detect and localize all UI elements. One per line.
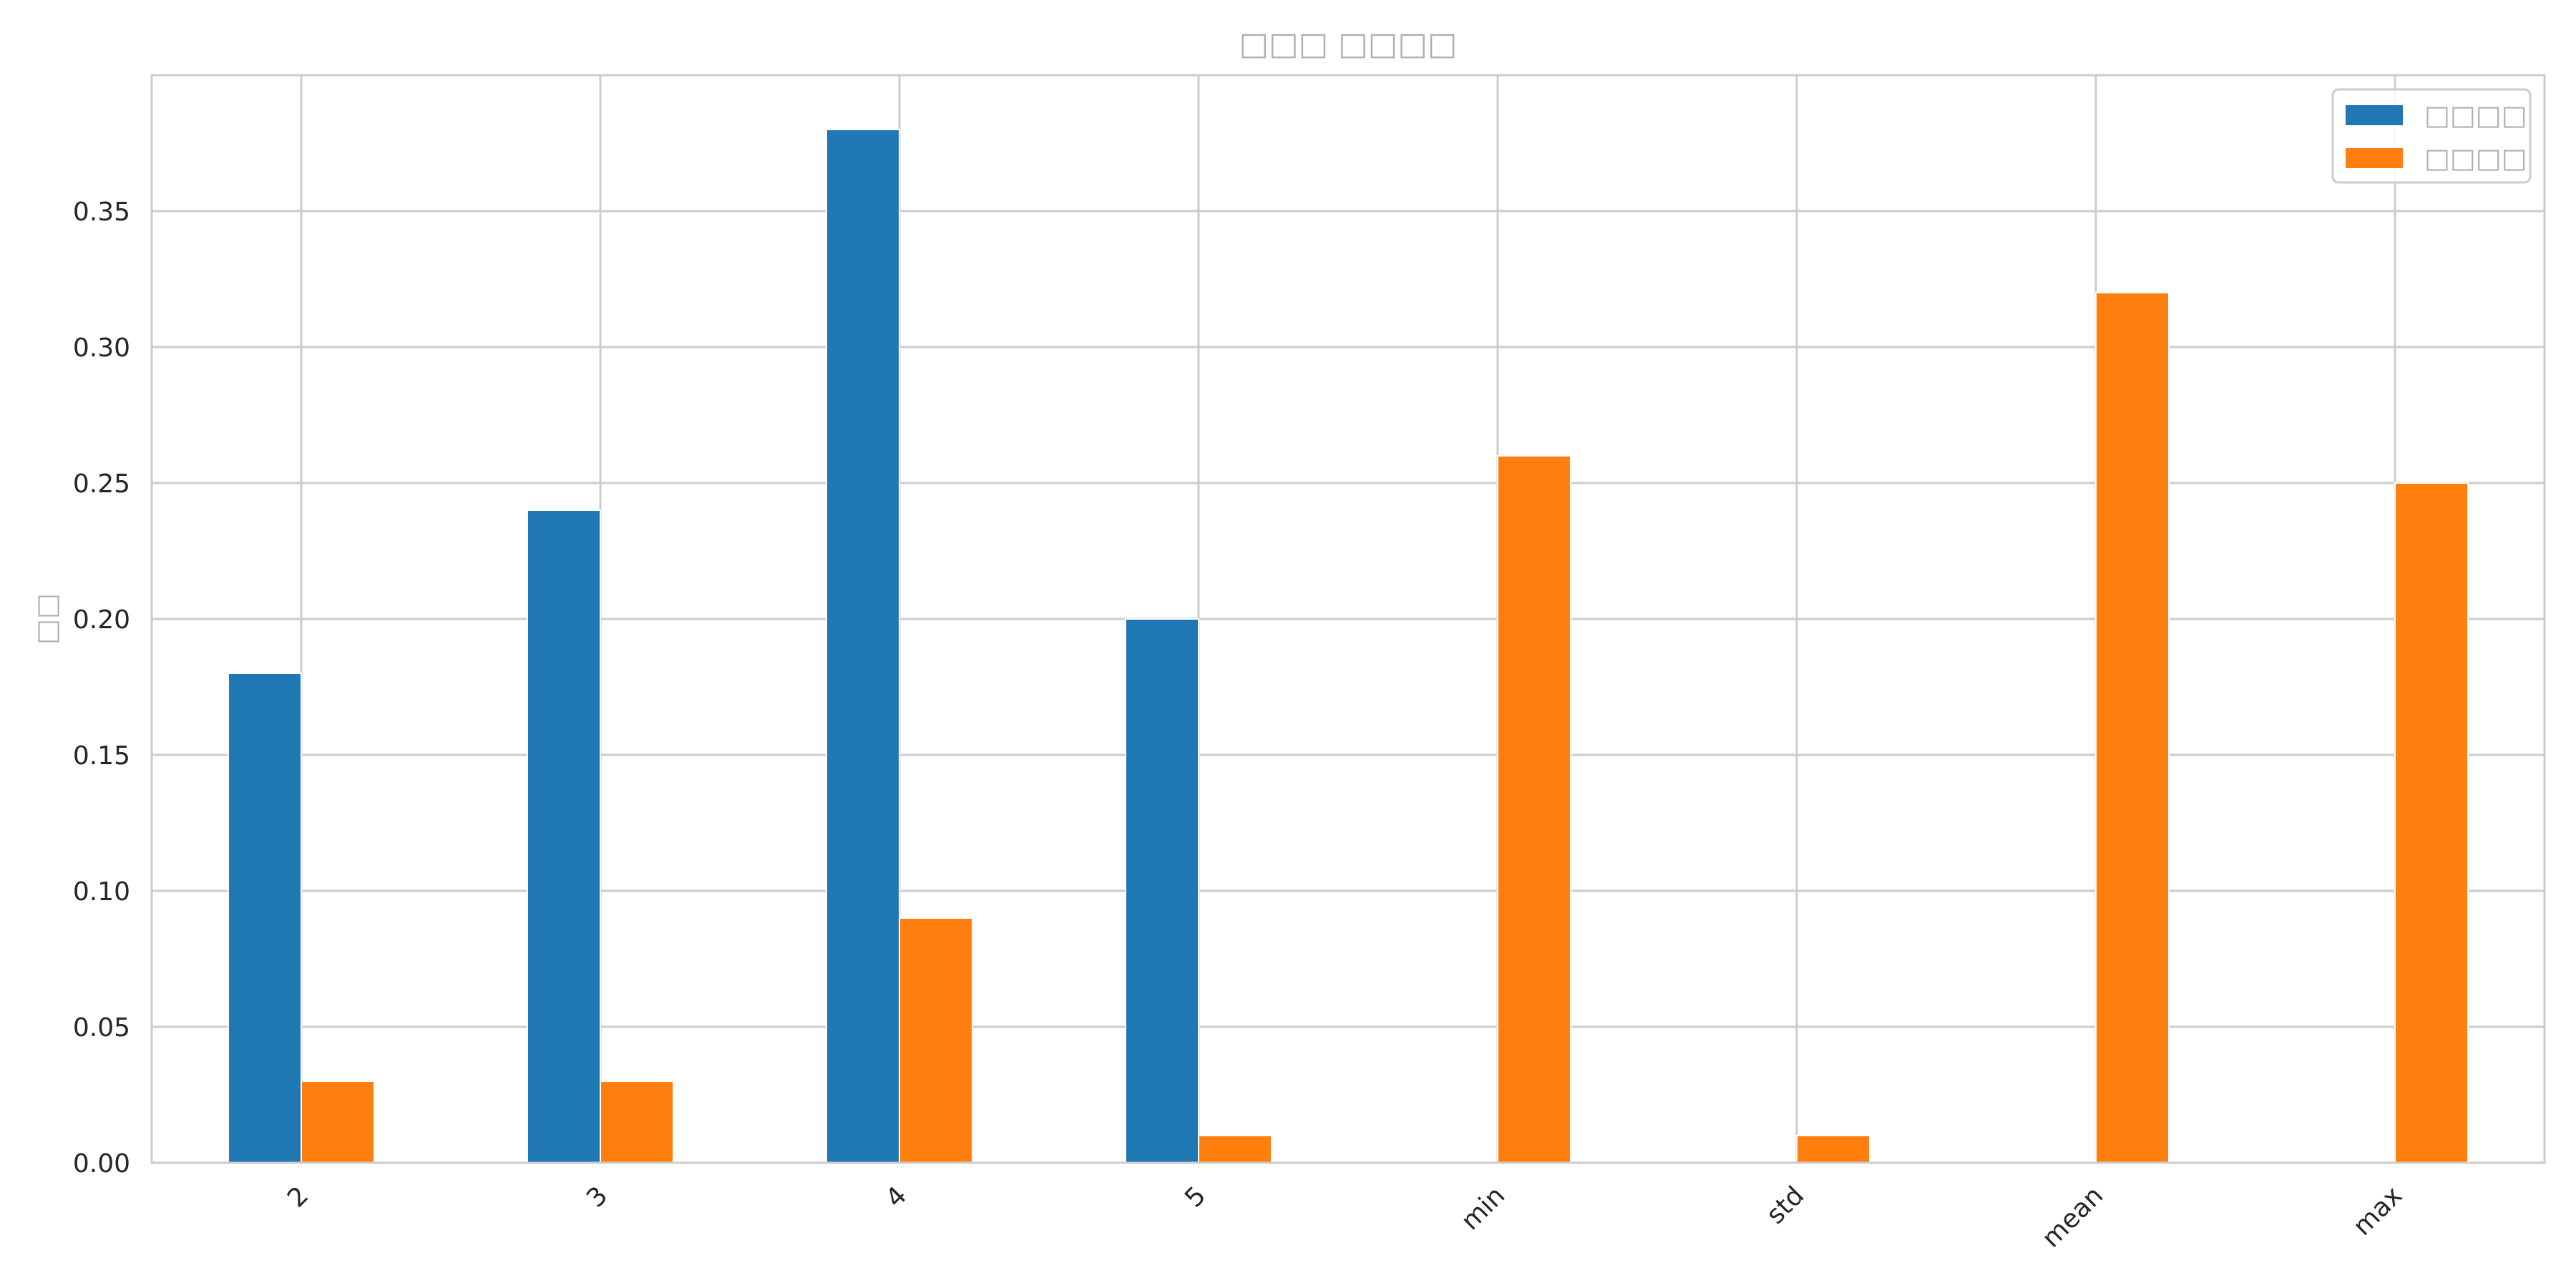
legend-swatch — [2346, 105, 2403, 125]
bar-series1-4 — [826, 129, 900, 1163]
x-axis-ticks: 2 3 4 5 min std mean max — [282, 1181, 2408, 1253]
x-tick-label: 5 — [1179, 1181, 1211, 1213]
bar-series2-2 — [301, 1080, 375, 1163]
chart-title: □□□ □□□□ — [1239, 26, 1458, 62]
legend-swatch — [2346, 148, 2403, 168]
x-tick-label: min — [1455, 1181, 1511, 1236]
plot-frame — [150, 74, 2546, 1164]
bar-series1-3 — [527, 509, 601, 1163]
bar-series2-5 — [1198, 1135, 1272, 1163]
bar-series2-mean — [2095, 292, 2170, 1163]
grid-lines — [152, 75, 2545, 1164]
y-tick-label: 0.05 — [73, 1013, 130, 1043]
bar-series1-2 — [228, 673, 302, 1163]
y-tick-label: 0.20 — [73, 605, 130, 635]
bar-series2-std — [1796, 1135, 1870, 1163]
x-tick-label: mean — [2036, 1181, 2109, 1253]
bar-series1-5 — [1125, 618, 1199, 1163]
bar-series2-3 — [600, 1080, 674, 1163]
bar-series2-min — [1497, 455, 1571, 1163]
x-tick-label: 3 — [581, 1181, 613, 1213]
y-tick-label: 0.10 — [73, 877, 130, 907]
bar-series2-4 — [899, 917, 973, 1163]
x-tick-label: max — [2348, 1181, 2408, 1241]
x-tick-label: 2 — [282, 1181, 314, 1213]
y-tick-label: 0.00 — [73, 1149, 130, 1179]
y-axis-ticks: 0.00 0.05 0.10 0.15 0.20 0.25 0.30 0.35 — [73, 197, 130, 1179]
y-tick-label: 0.30 — [73, 333, 130, 363]
y-tick-label: 0.35 — [73, 197, 130, 227]
x-tick-label: std — [1761, 1181, 1810, 1229]
legend: □□□□ □□□□ — [2331, 88, 2532, 184]
legend-label: □□□□ — [2424, 142, 2527, 174]
x-tick-label: 4 — [880, 1181, 912, 1213]
y-tick-label: 0.25 — [73, 469, 130, 499]
bars-group — [228, 129, 2469, 1163]
legend-label: □□□□ — [2424, 99, 2527, 131]
bar-series2-max — [2394, 482, 2469, 1163]
y-axis-label: □□ — [31, 593, 62, 645]
y-tick-label: 0.15 — [73, 741, 130, 771]
